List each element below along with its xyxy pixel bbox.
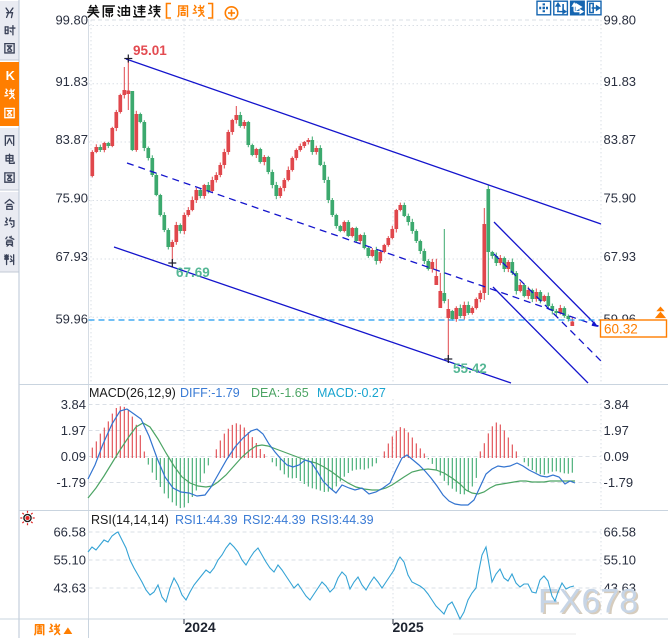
svg-text:0.09: 0.09 — [604, 449, 629, 464]
svg-text:DEA:-1.65: DEA:-1.65 — [251, 386, 309, 400]
svg-text:60.32: 60.32 — [604, 322, 638, 337]
svg-text:67.69: 67.69 — [176, 265, 210, 280]
svg-text:MACD(26,12,9): MACD(26,12,9) — [89, 386, 176, 400]
svg-text:95.01: 95.01 — [133, 43, 167, 58]
svg-text:66.58: 66.58 — [604, 524, 637, 539]
svg-text:43.63: 43.63 — [53, 580, 86, 595]
svg-text:67.93: 67.93 — [55, 249, 88, 264]
svg-text:3.84: 3.84 — [61, 397, 86, 412]
svg-text:55.42: 55.42 — [453, 361, 487, 376]
svg-text:2024: 2024 — [185, 619, 216, 635]
svg-text:66.58: 66.58 — [53, 524, 86, 539]
svg-text:RSI3:44.39: RSI3:44.39 — [311, 513, 374, 527]
svg-text:DIFF:-1.79: DIFF:-1.79 — [180, 386, 240, 400]
svg-text:FX678: FX678 — [540, 584, 640, 622]
svg-text:3.84: 3.84 — [604, 397, 629, 412]
svg-text:55.10: 55.10 — [53, 552, 86, 567]
svg-text:-1.79: -1.79 — [604, 475, 634, 490]
svg-text:1.97: 1.97 — [604, 423, 629, 438]
svg-text:83.87: 83.87 — [55, 132, 88, 147]
svg-text:67.93: 67.93 — [604, 249, 637, 264]
svg-text:2025: 2025 — [393, 619, 424, 635]
svg-text:99.80: 99.80 — [55, 13, 88, 28]
svg-text:MACD:-0.27: MACD:-0.27 — [317, 386, 386, 400]
svg-text:91.83: 91.83 — [55, 74, 88, 89]
svg-text:RSI2:44.39: RSI2:44.39 — [243, 513, 306, 527]
svg-text:-1.79: -1.79 — [56, 475, 86, 490]
svg-text:0.09: 0.09 — [61, 449, 86, 464]
svg-text:75.90: 75.90 — [55, 191, 88, 206]
svg-text:59.96: 59.96 — [55, 312, 88, 327]
svg-text:75.90: 75.90 — [604, 191, 637, 206]
svg-text:43.63: 43.63 — [604, 580, 637, 595]
svg-text:RSI(14,14,14): RSI(14,14,14) — [91, 513, 169, 527]
svg-text:FX678: FX678 — [538, 583, 638, 621]
svg-text:91.83: 91.83 — [604, 74, 637, 89]
svg-text:99.80: 99.80 — [604, 13, 637, 28]
svg-text:55.10: 55.10 — [604, 552, 637, 567]
svg-text:83.87: 83.87 — [604, 132, 637, 147]
svg-text:K: K — [6, 68, 16, 83]
svg-text:RSI1:44.39: RSI1:44.39 — [175, 513, 238, 527]
svg-text:1.97: 1.97 — [61, 423, 86, 438]
